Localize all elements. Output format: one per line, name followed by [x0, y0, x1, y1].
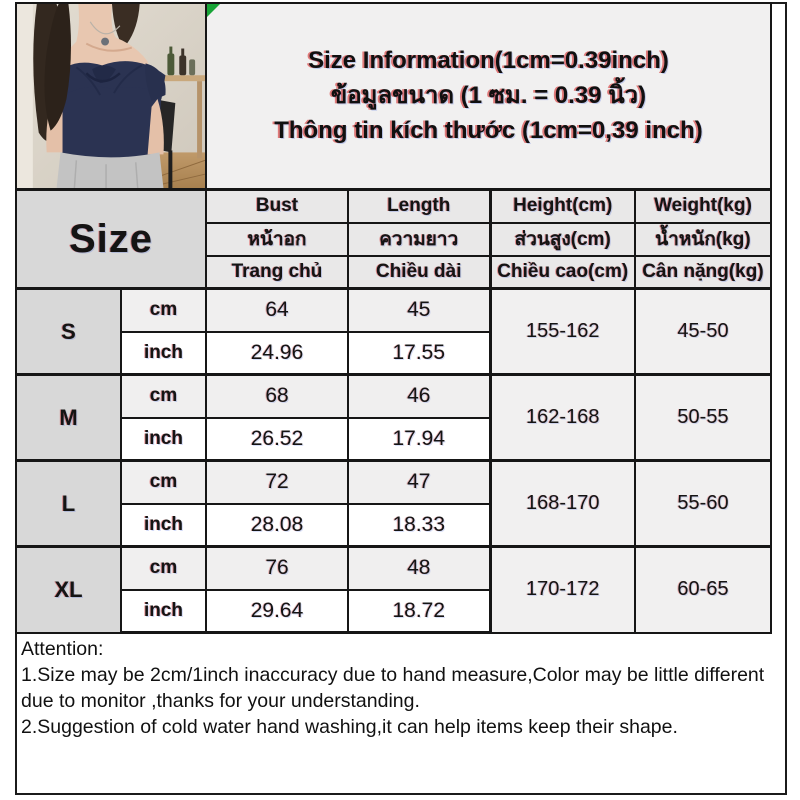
size-column-header: Size: [15, 188, 207, 291]
title-cell: Size Information(1cm=0.39inch) ข้อมูลขนา…: [205, 2, 772, 192]
l-length-cm: 47: [347, 459, 491, 505]
unit-label-cm: cm: [120, 287, 207, 333]
col-header-length-en: Length: [347, 188, 491, 224]
unit-label-inch: inch: [120, 588, 207, 635]
col-header-length-th: ความยาว: [347, 221, 491, 257]
col-header-bust-th: หน้าอก: [205, 221, 349, 257]
xl-height-range: 170-172: [488, 545, 636, 634]
size-label-l: L: [15, 459, 122, 548]
col-header-height-vi: Chiều cao(cm): [488, 254, 636, 291]
xl-weight-range: 60-65: [634, 545, 772, 634]
title-vietnamese: Thông tin kích thước (1cm=0,39 inch): [274, 117, 703, 145]
m-bust-inch: 26.52: [205, 416, 349, 462]
col-header-height-en: Height(cm): [488, 188, 636, 224]
s-bust-cm: 64: [205, 287, 349, 333]
attention-note-2: 2.Suggestion of cold water hand washing,…: [21, 716, 678, 738]
title-english: Size Information(1cm=0.39inch): [308, 47, 669, 75]
l-height-range: 168-170: [488, 459, 636, 548]
s-length-cm: 45: [347, 287, 491, 333]
s-height-range: 155-162: [488, 287, 636, 376]
unit-label-inch: inch: [120, 416, 207, 462]
m-weight-range: 50-55: [634, 373, 772, 462]
l-bust-inch: 28.08: [205, 502, 349, 548]
xl-bust-cm: 76: [205, 545, 349, 591]
m-height-range: 162-168: [488, 373, 636, 462]
unit-label-cm: cm: [120, 373, 207, 419]
l-bust-cm: 72: [205, 459, 349, 505]
title-thai: ข้อมูลขนาด (1 ซม. = 0.39 นิ้ว): [330, 82, 647, 110]
attention-heading: Attention:: [21, 638, 104, 660]
attention-note-1: 1.Size may be 2cm/1inch inaccuracy due t…: [21, 664, 765, 712]
unit-label-cm: cm: [120, 459, 207, 505]
m-length-inch: 17.94: [347, 416, 491, 462]
product-photo: [15, 2, 207, 192]
unit-label-cm: cm: [120, 545, 207, 591]
col-header-weight-th: น้ำหนัก(kg): [634, 221, 772, 257]
col-header-bust-vi: Trang chủ: [205, 254, 349, 291]
m-length-cm: 46: [347, 373, 491, 419]
unit-label-inch: inch: [120, 502, 207, 548]
l-length-inch: 18.33: [347, 502, 491, 548]
unit-label-inch: inch: [120, 330, 207, 376]
size-label-s: S: [15, 287, 122, 376]
attention-section: Attention: 1.Size may be 2cm/1inch inacc…: [21, 636, 779, 740]
col-header-length-vi: Chiều dài: [347, 254, 491, 291]
s-bust-inch: 24.96: [205, 330, 349, 376]
s-weight-range: 45-50: [634, 287, 772, 376]
size-label-xl: XL: [15, 545, 122, 634]
col-header-bust-en: Bust: [205, 188, 349, 224]
col-header-height-th: ส่วนสูง(cm): [488, 221, 636, 257]
size-table: Size Information(1cm=0.39inch) ข้อมูลขนา…: [15, 2, 772, 635]
l-weight-range: 55-60: [634, 459, 772, 548]
xl-length-cm: 48: [347, 545, 491, 591]
xl-bust-inch: 29.64: [205, 588, 349, 635]
product-photo-illustration: [18, 4, 204, 187]
xl-length-inch: 18.72: [347, 588, 491, 635]
m-bust-cm: 68: [205, 373, 349, 419]
col-header-weight-vi: Cân nặng(kg): [634, 254, 772, 291]
green-corner-triangle: [208, 4, 220, 17]
col-header-weight-en: Weight(kg): [634, 188, 772, 224]
s-length-inch: 17.55: [347, 330, 491, 376]
size-label-m: M: [15, 373, 122, 462]
